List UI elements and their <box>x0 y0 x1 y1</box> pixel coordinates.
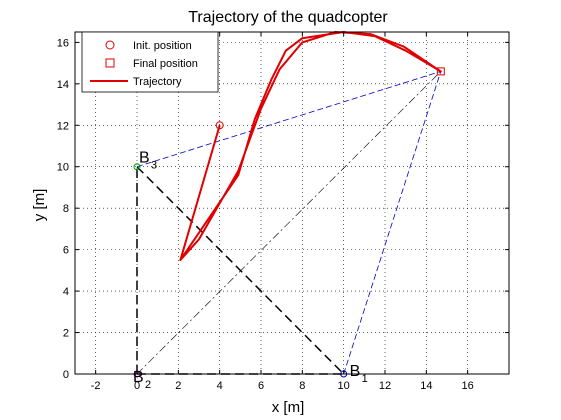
x-tick-label: 16 <box>462 380 474 392</box>
beacon-label: B <box>350 363 361 380</box>
y-tick-label: 16 <box>57 37 69 49</box>
beacon-link-line <box>136 166 345 375</box>
chart-title: Trajectory of the quadcopter <box>188 9 388 26</box>
x-tick-label: 8 <box>299 380 305 392</box>
legend-trajectory-label: Trajectory <box>133 76 182 88</box>
y-tick-label: 2 <box>63 328 69 340</box>
legend: Init. position Final position Trajectory <box>81 31 219 93</box>
final-position-marker <box>436 67 445 76</box>
beacon-subscript: 2 <box>145 379 151 391</box>
legend-init-marker-icon <box>105 40 115 50</box>
beacon-link-line <box>136 71 442 375</box>
trajectory-line <box>179 31 442 261</box>
beacon-subscript: 3 <box>151 160 157 172</box>
init-position-marker <box>215 121 224 130</box>
beacon-label: B <box>139 150 150 167</box>
x-tick-label: 4 <box>217 380 223 392</box>
x-tick-label: 10 <box>338 380 350 392</box>
legend-final-marker-icon <box>105 58 115 68</box>
y-tick-label: 6 <box>63 245 69 257</box>
x-tick-label: 14 <box>420 380 432 392</box>
beacon-link-line <box>136 71 441 168</box>
x-axis-label: x [m] <box>272 399 305 416</box>
beacon-label: B <box>133 369 144 386</box>
y-tick-label: 0 <box>63 369 69 381</box>
y-tick-label: 14 <box>57 79 69 91</box>
x-tick-label: 6 <box>258 380 264 392</box>
legend-final-label: Final position <box>133 58 198 70</box>
plot-frame <box>74 31 510 375</box>
y-tick-label: 12 <box>57 120 69 132</box>
y-tick-label: 4 <box>63 286 69 298</box>
trajectory-layer <box>179 31 442 261</box>
y-tick-label: 10 <box>57 162 69 174</box>
x-tick-label: -2 <box>91 380 101 392</box>
x-tick-label: 2 <box>175 380 181 392</box>
x-tick-label: 0 <box>134 380 140 392</box>
x-tick-label: 12 <box>379 380 391 392</box>
beacon-labels: B 1B 2B 3 <box>133 150 368 391</box>
beacon-marker <box>133 163 141 171</box>
y-axis-label: y [m] <box>31 189 48 222</box>
beacon-link-line <box>343 71 442 375</box>
y-tick-label: 8 <box>63 203 69 215</box>
legend-init-label: Init. position <box>133 40 192 52</box>
beacon-subscript: 1 <box>362 373 368 385</box>
